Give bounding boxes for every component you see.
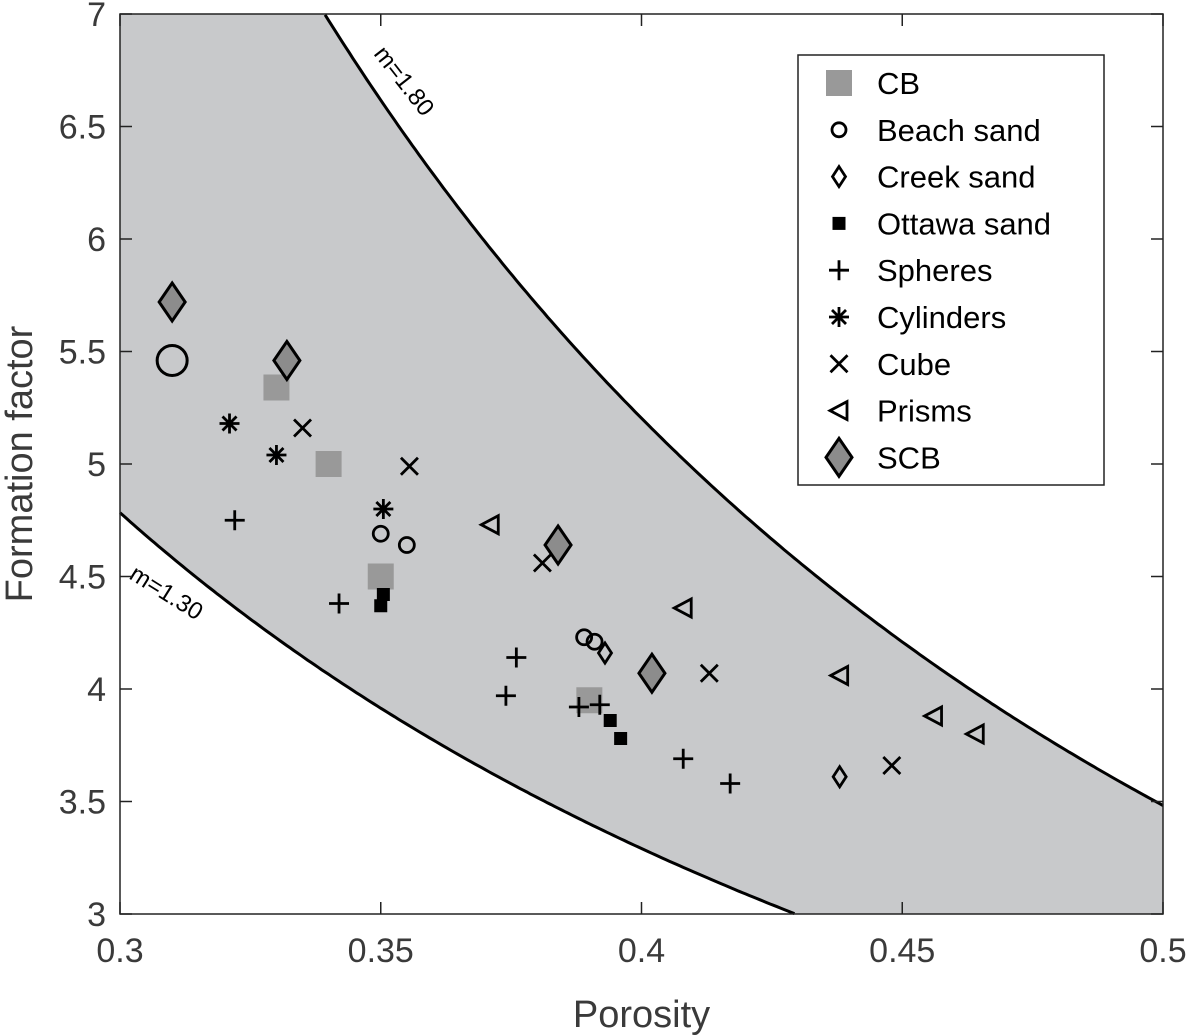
legend-item-spheres: Spheres bbox=[829, 253, 992, 288]
legend-marker bbox=[830, 164, 848, 190]
data-point bbox=[329, 593, 350, 614]
series-beach-sand bbox=[155, 344, 604, 651]
y-tick-label: 4 bbox=[87, 671, 106, 709]
data-point bbox=[671, 596, 693, 620]
data-point bbox=[495, 685, 516, 706]
legend-item-creek-sand: Creek sand bbox=[830, 160, 1036, 195]
legend-label: Beach sand bbox=[877, 113, 1041, 148]
legend-item-cylinders: Cylinders bbox=[829, 300, 1006, 335]
legend-item-ottawa-sand: Ottawa sand bbox=[832, 206, 1051, 241]
legend-marker bbox=[829, 260, 849, 281]
data-point bbox=[367, 563, 394, 590]
data-point bbox=[376, 588, 390, 601]
plot-area bbox=[120, 14, 1163, 914]
y-tick-label: 3 bbox=[87, 896, 106, 934]
y-tick-label: 6.5 bbox=[59, 109, 106, 147]
series-ottawa-sand bbox=[374, 588, 628, 745]
legend-label: Cylinders bbox=[877, 300, 1006, 335]
legend-item-prisms: Prisms bbox=[827, 394, 972, 429]
series-spheres bbox=[224, 510, 741, 794]
legend-marker bbox=[824, 435, 854, 480]
x-tick-label: 0.45 bbox=[869, 932, 935, 970]
data-point bbox=[720, 773, 741, 794]
data-point bbox=[266, 445, 287, 465]
data-point bbox=[219, 413, 240, 434]
data-point bbox=[399, 456, 419, 476]
data-point bbox=[921, 704, 943, 728]
legend: CB Beach sand Creek sand Ottawa sand Spheres… bbox=[797, 54, 1105, 486]
y-tick-label: 7 bbox=[87, 0, 106, 34]
legend-label: Cube bbox=[877, 347, 951, 382]
data-point bbox=[603, 714, 617, 727]
data-point bbox=[568, 697, 589, 717]
data-point bbox=[585, 632, 604, 651]
y-tick-label: 6 bbox=[87, 221, 106, 259]
legend-label: Creek sand bbox=[877, 160, 1036, 195]
legend-marker bbox=[832, 216, 846, 230]
y-tick-label: 5 bbox=[87, 446, 106, 484]
y-tick-label: 4.5 bbox=[59, 559, 106, 597]
legend-marker bbox=[829, 354, 849, 374]
data-point bbox=[596, 640, 614, 666]
legend-marker bbox=[826, 70, 852, 96]
data-point bbox=[827, 664, 850, 687]
data-point bbox=[315, 451, 342, 477]
legend-marker bbox=[830, 121, 848, 139]
x-tick-label: 0.35 bbox=[348, 932, 414, 970]
legend-label: Ottawa sand bbox=[877, 206, 1051, 241]
data-point bbox=[831, 764, 848, 790]
legend-label: Prisms bbox=[877, 394, 972, 429]
data-point bbox=[575, 628, 594, 647]
shaded-band bbox=[120, 14, 1163, 914]
y-axis-title: Formation factor bbox=[0, 325, 41, 602]
curve-m-1-30 bbox=[119, 511, 796, 916]
data-markers bbox=[155, 280, 985, 794]
series-scb bbox=[157, 280, 667, 695]
data-point bbox=[397, 536, 416, 554]
legend-label: SCB bbox=[877, 440, 941, 475]
data-point bbox=[614, 732, 628, 745]
data-point bbox=[157, 280, 187, 324]
x-tick-label: 0.3 bbox=[96, 932, 143, 970]
data-point bbox=[478, 513, 500, 537]
data-point bbox=[374, 599, 388, 613]
axis-ticks: 0.3 0.35 0.4 0.45 0.5 3 3.5 4 4.5 5 5.5 6 6.5 7 bbox=[59, 0, 1187, 970]
legend-item-cb: CB bbox=[826, 66, 920, 101]
legend-label: Spheres bbox=[877, 253, 992, 288]
data-point bbox=[576, 687, 603, 714]
data-point bbox=[589, 694, 610, 715]
legend-label: CB bbox=[877, 66, 920, 101]
x-tick-label: 0.4 bbox=[618, 932, 665, 970]
series-cube bbox=[293, 418, 902, 775]
data-point bbox=[882, 756, 902, 775]
data-point bbox=[272, 338, 302, 383]
data-point bbox=[699, 663, 719, 683]
y-tick-label: 5.5 bbox=[59, 334, 106, 372]
data-point bbox=[506, 647, 527, 668]
series-creek-sand bbox=[596, 640, 848, 790]
data-point bbox=[963, 722, 985, 746]
series-prisms bbox=[478, 513, 985, 746]
data-point bbox=[532, 553, 552, 573]
data-point bbox=[637, 651, 667, 695]
data-point bbox=[373, 499, 394, 519]
y-tick-label: 3.5 bbox=[59, 784, 106, 822]
legend-item-cube: Cube bbox=[829, 347, 951, 382]
data-point bbox=[155, 344, 189, 377]
series-cb bbox=[263, 374, 603, 714]
legend-item-scb: SCB bbox=[824, 435, 941, 480]
data-point bbox=[371, 524, 390, 543]
legend-item-beach-sand: Beach sand bbox=[830, 113, 1041, 148]
x-tick-label: 0.5 bbox=[1139, 932, 1186, 970]
data-point bbox=[293, 418, 313, 438]
legend-marker bbox=[829, 307, 849, 327]
legend-marker bbox=[827, 399, 849, 422]
x-axis-title: Porosity bbox=[573, 994, 710, 1036]
curve-m-1-80 bbox=[323, 14, 1164, 807]
data-point bbox=[673, 748, 694, 769]
data-point bbox=[224, 510, 245, 531]
data-point bbox=[543, 523, 573, 567]
series-cylinders bbox=[219, 413, 394, 519]
